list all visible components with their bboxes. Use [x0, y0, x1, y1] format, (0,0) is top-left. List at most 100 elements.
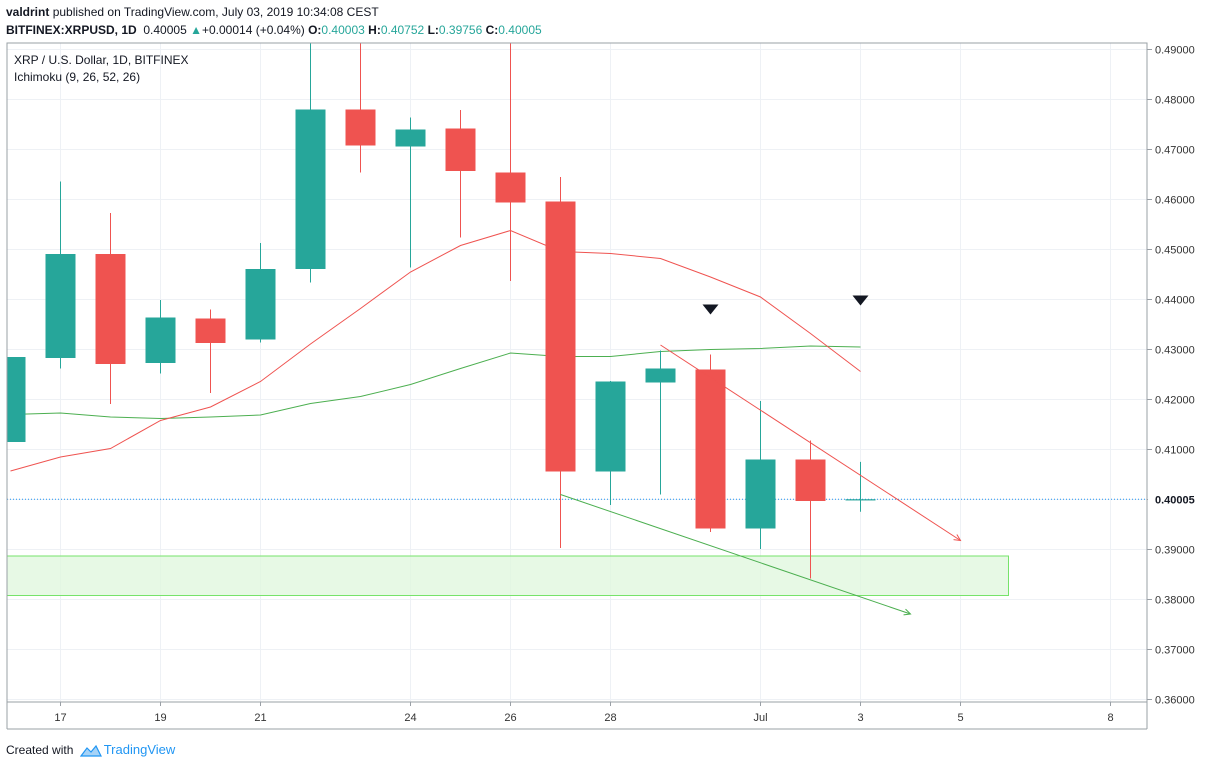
x-tick-label: 17: [54, 712, 66, 724]
candle-body: [495, 172, 526, 203]
markers: [702, 295, 869, 315]
candle-body: [245, 269, 276, 340]
candle: [145, 300, 176, 374]
y-tick-label: 0.47000: [1155, 145, 1195, 157]
support-arrow-head: [903, 608, 912, 616]
tradingview-logo-icon: [79, 745, 102, 757]
resistance-arrow-head: [953, 534, 962, 542]
candle-body: [145, 317, 176, 363]
open-value: 0.40003: [321, 23, 365, 37]
candle-body: [45, 254, 76, 358]
y-tick-label: 0.48000: [1155, 95, 1195, 107]
candle-body: [345, 109, 376, 146]
y-tick-label: 0.38000: [1155, 595, 1195, 607]
low-label: L:: [427, 23, 439, 37]
price-chart[interactable]: 0.360000.370000.380000.390000.400000.410…: [0, 0, 1214, 740]
candle: [395, 117, 426, 268]
x-tick-label: 5: [957, 712, 963, 724]
candle: [695, 354, 726, 532]
last-price: 0.40005: [143, 23, 187, 37]
candle-body: [545, 201, 576, 472]
candle-body: [295, 109, 326, 269]
last-price-axis-label: 0.40005: [1155, 494, 1195, 506]
y-tick-label: 0.42000: [1155, 395, 1195, 407]
y-tick-label: 0.36000: [1155, 695, 1195, 707]
x-tick-label: 26: [504, 712, 516, 724]
grid: [7, 43, 1147, 702]
candle: [845, 461, 876, 512]
plot-border: [6, 42, 1148, 703]
axes: 0.360000.370000.380000.390000.400000.410…: [6, 42, 1214, 730]
candle-body: [395, 129, 426, 147]
candle-body: [645, 368, 676, 383]
candle: [7, 357, 26, 442]
x-tick-label: 28: [604, 712, 616, 724]
candle: [545, 177, 576, 548]
high-value: 0.40752: [380, 23, 425, 37]
created-with-text: Created with: [6, 743, 74, 757]
x-tick-label: 19: [154, 712, 166, 724]
symbol-ohlc-bar: BITFINEX:XRPUSD, 1D 0.40005 ▲+0.00014 (+…: [6, 23, 542, 37]
conversion-line: [10, 229, 861, 472]
candle: [745, 401, 776, 549]
author-name[interactable]: valdrint: [6, 5, 50, 19]
candle: [245, 243, 276, 343]
y-tick-label: 0.44000: [1155, 295, 1195, 307]
symbol-label: BITFINEX:XRPUSD, 1D: [6, 23, 137, 37]
price-change: +0.00014 (+0.04%): [201, 23, 305, 37]
publish-text: published on TradingView.com, July 03, 2…: [52, 5, 379, 19]
x-tick-label: 3: [857, 712, 863, 724]
legend-indicator[interactable]: Ichimoku (9, 26, 52, 26): [14, 70, 140, 84]
tradingview-brand[interactable]: TradingView: [103, 742, 176, 757]
candle-body: [745, 459, 776, 529]
candle: [295, 43, 326, 283]
support-trend-line: [560, 494, 911, 615]
candle-body: [595, 381, 626, 472]
x-tick-label: 21: [254, 712, 266, 724]
marker-down-icon: [702, 304, 719, 315]
support-zone: [6, 555, 1009, 596]
candle-body: [7, 357, 26, 442]
candle: [345, 43, 376, 173]
y-tick-label: 0.41000: [1155, 445, 1195, 457]
open-label: O:: [308, 23, 322, 37]
publish-info: valdrint published on TradingView.com, J…: [6, 5, 379, 19]
legend-pair: XRP / U.S. Dollar, 1D, BITFINEX: [14, 53, 189, 67]
close-label: C:: [485, 23, 499, 37]
candle: [95, 213, 126, 404]
candle-body: [795, 459, 826, 501]
candle-body: [195, 318, 226, 343]
low-value: 0.39756: [438, 23, 483, 37]
footer: Created with TradingView: [6, 742, 175, 757]
x-tick-label: 24: [404, 712, 416, 724]
ichimoku-lines: [10, 229, 861, 472]
price-label-bg: [1148, 490, 1213, 509]
candle-body: [695, 369, 726, 529]
candle: [195, 309, 226, 393]
y-tick-label: 0.37000: [1155, 645, 1195, 657]
y-tick-label: 0.39000: [1155, 545, 1195, 557]
candles[interactable]: [7, 43, 876, 579]
candle: [45, 181, 76, 369]
base-line: [10, 345, 861, 420]
resistance-trend-line: [660, 344, 961, 541]
candle-body: [845, 499, 876, 501]
candle: [795, 440, 826, 579]
y-tick-label: 0.49000: [1155, 45, 1195, 57]
y-tick-label: 0.45000: [1155, 245, 1195, 257]
x-tick-label: Jul: [753, 712, 767, 724]
high-label: H:: [368, 23, 381, 37]
marker-down-icon: [852, 295, 869, 306]
trend-lines[interactable]: [560, 344, 962, 616]
price-axis-bg: [1147, 43, 1214, 702]
candle: [495, 43, 526, 281]
candle: [445, 110, 476, 238]
candle: [645, 350, 676, 495]
change-up-icon: ▲: [190, 23, 202, 37]
y-tick-label: 0.43000: [1155, 345, 1195, 357]
candle: [595, 381, 626, 505]
candle-body: [445, 128, 476, 171]
y-tick-label: 0.46000: [1155, 195, 1195, 207]
close-value: 0.40005: [498, 23, 542, 37]
support-zone-rect: [6, 555, 1009, 596]
